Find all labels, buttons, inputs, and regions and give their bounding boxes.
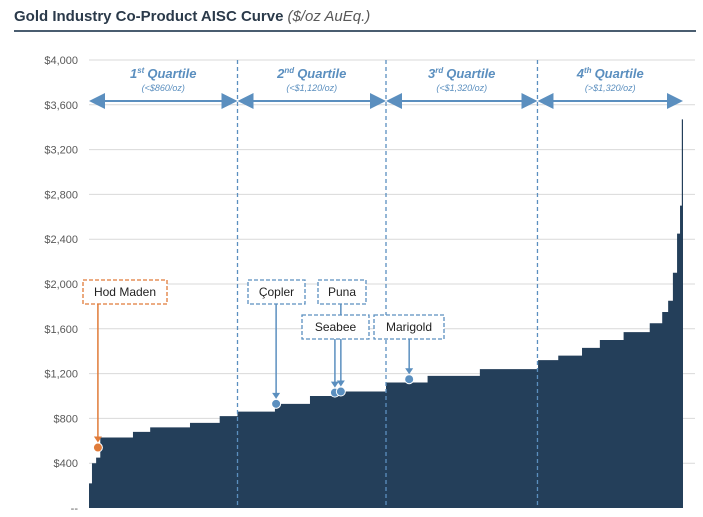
annotation-label: Marigold: [386, 320, 432, 334]
cost-curve-area: [89, 119, 683, 509]
annotation-box: [82, 279, 168, 305]
y-tick-label: $1,200: [44, 369, 78, 381]
annotation-label: Çopler: [259, 285, 294, 299]
annotation-seabee: Seabee: [301, 314, 370, 398]
y-tick-label: $2,000: [44, 279, 78, 291]
mine-marker: [404, 374, 415, 385]
y-tick-label: $3,200: [44, 145, 78, 157]
y-tick-label: $400: [54, 458, 78, 470]
annotation--opler: Çopler: [247, 279, 306, 409]
annotation-box: [301, 314, 370, 340]
quartile-range: (<$1,120/oz): [286, 83, 337, 93]
y-tick-label: $1,600: [44, 324, 78, 336]
annotation-box: [317, 279, 367, 305]
mine-marker: [92, 442, 103, 453]
quartile-label: 1st Quartile: [130, 66, 196, 81]
y-tick-label: $3,600: [44, 100, 78, 112]
annotation-label: Seabee: [315, 320, 357, 334]
chart-title: Gold Industry Co-Product AISC Curve ($/oz…: [14, 8, 370, 25]
quartile-label: 4th Quartile: [576, 66, 644, 81]
mine-marker: [335, 386, 346, 397]
annotation-label: Hod Maden: [94, 285, 156, 299]
annotation-label: Puna: [328, 285, 356, 299]
annotation-hod-maden: Hod Maden: [82, 279, 168, 453]
quartile-label: 3rd Quartile: [428, 66, 495, 81]
annotation-marigold: Marigold: [373, 314, 445, 385]
quartile-range: (<$1,320/oz): [436, 83, 487, 93]
y-tick-label: $800: [54, 413, 78, 425]
y-tick-label: $2,800: [44, 189, 78, 201]
y-tick-label: $4,000: [44, 55, 78, 67]
annotation-puna: Puna: [317, 279, 367, 397]
quartile-range: (>$1,320/oz): [585, 83, 636, 93]
mine-marker: [271, 398, 282, 409]
quartile-label: 2nd Quartile: [276, 66, 346, 81]
y-tick-label: $2,400: [44, 234, 78, 246]
y-tick-label: --: [71, 503, 79, 512]
quartile-range: (<$860/oz): [142, 83, 185, 93]
chart-subtitle: ($/oz AuEq.): [287, 8, 370, 25]
